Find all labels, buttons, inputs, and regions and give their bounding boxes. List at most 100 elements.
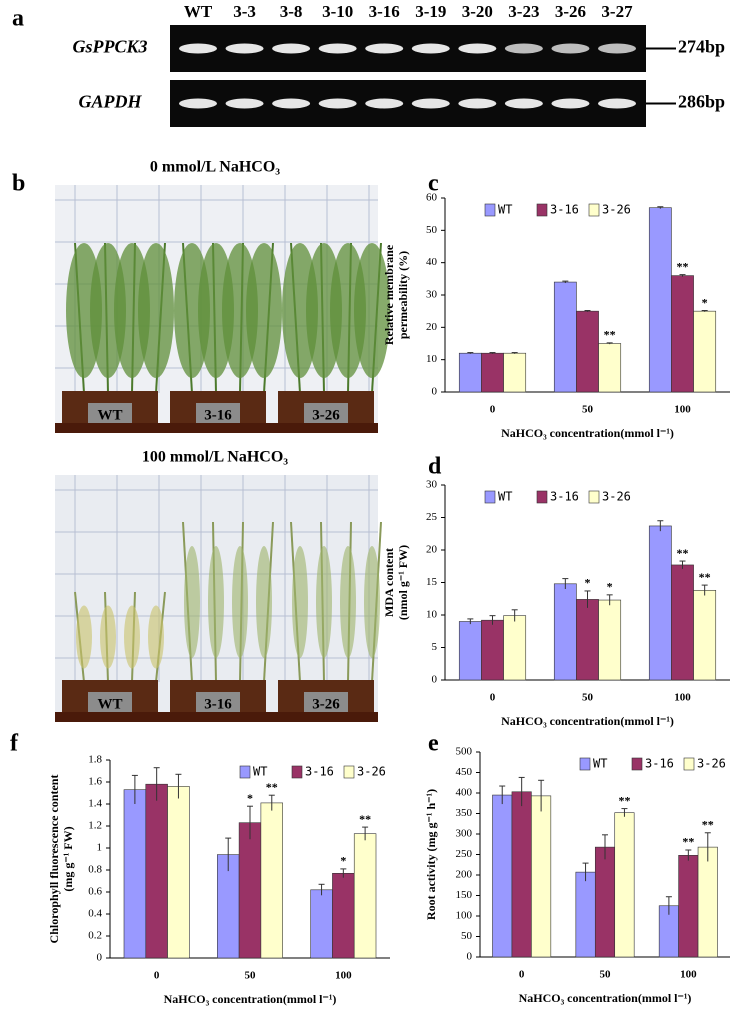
x-axis-label: NaHCO₃ concentration(mmol l⁻¹) — [519, 991, 692, 1005]
legend-label: 3-26 — [697, 757, 726, 771]
photo-label: 3-16 — [204, 696, 232, 712]
legend-label: 3-16 — [305, 765, 334, 779]
gel-band — [504, 43, 543, 54]
legend-swatch — [484, 490, 496, 504]
bar — [553, 281, 577, 393]
error-bar — [679, 560, 686, 569]
significance: ** — [702, 818, 714, 832]
bar — [693, 589, 717, 681]
significance: ** — [618, 793, 630, 807]
legend-swatch — [484, 203, 496, 217]
significance: ** — [604, 328, 616, 342]
legend-swatch — [588, 203, 600, 217]
y-tick-label: 0.8 — [88, 864, 102, 876]
gel-band — [179, 98, 217, 109]
y-tick-label: 0 — [467, 951, 473, 963]
x-tick-label: 100 — [680, 969, 697, 981]
bar — [353, 833, 377, 959]
gel-band — [225, 98, 264, 109]
legend-label: WT — [498, 203, 512, 217]
plant-leaves — [76, 605, 92, 669]
legend-swatch — [536, 490, 548, 504]
plant-leaves — [138, 243, 174, 378]
plant-leaves — [124, 605, 140, 669]
y-tick-label: 500 — [456, 746, 473, 758]
error-bar — [518, 776, 525, 807]
error-bar — [562, 280, 569, 284]
x-tick-label: 100 — [335, 970, 352, 982]
bar — [614, 812, 635, 958]
error-bar — [511, 609, 518, 622]
error-bar — [582, 862, 589, 882]
error-bar — [701, 584, 708, 596]
y-tick-label: 1.6 — [88, 776, 102, 788]
plant-leaves — [340, 546, 356, 658]
plant-leaves — [184, 546, 200, 658]
photo-label: 3-26 — [312, 407, 340, 423]
y-tick-label: 50 — [426, 224, 438, 236]
error-bar — [362, 826, 369, 841]
legend-swatch — [343, 765, 355, 779]
lane-label: 3-19 — [415, 2, 446, 21]
plant-leaves — [256, 546, 272, 658]
y-tick-label: 0.4 — [88, 908, 102, 920]
x-tick-label: 50 — [582, 404, 594, 416]
significance: ** — [359, 812, 371, 826]
significance: * — [585, 576, 591, 590]
y-axis-label: Root activity (mg g⁻¹ h⁻¹) — [424, 789, 438, 920]
legend-label: WT — [498, 490, 512, 504]
bar — [648, 525, 672, 681]
legend-swatch — [683, 757, 695, 771]
y-tick-label: 150 — [456, 889, 473, 901]
x-tick-label: 50 — [600, 969, 612, 981]
lane-label: 3-10 — [322, 2, 353, 21]
error-bar — [584, 590, 591, 608]
y-tick-label: 60 — [426, 192, 438, 204]
plant-leaves — [354, 243, 390, 378]
bar — [503, 352, 527, 393]
significance: * — [702, 295, 708, 309]
photo-label: 3-26 — [312, 696, 340, 712]
band-size: 274bp — [678, 37, 725, 57]
legend-label: 3-16 — [550, 203, 579, 217]
gel-band — [365, 98, 404, 109]
y-tick-label: 1 — [97, 842, 103, 854]
significance: ** — [266, 780, 278, 794]
y-tick-label: 0 — [97, 952, 103, 964]
y-tick-label: 0.2 — [88, 930, 102, 942]
photo-label: WT — [97, 696, 122, 712]
photo-title: 100 mmol/L NaHCO₃ — [142, 449, 288, 466]
error-bar — [225, 837, 232, 872]
significance: * — [607, 580, 613, 594]
error-bar — [247, 805, 253, 840]
significance: ** — [677, 546, 689, 560]
error-bar — [665, 896, 672, 915]
y-tick-label: 30 — [426, 479, 438, 491]
error-bar — [584, 310, 591, 312]
lane-label: WT — [184, 2, 213, 21]
x-tick-label: 50 — [245, 970, 257, 982]
plant-leaves — [232, 546, 248, 658]
panel-label: e — [428, 731, 439, 757]
gel-band — [551, 98, 590, 109]
error-bar — [499, 785, 506, 805]
legend-label: 3-26 — [357, 765, 386, 779]
plant-leaves — [100, 605, 116, 669]
gel-band — [551, 43, 590, 54]
error-bar — [606, 342, 613, 345]
bar — [575, 871, 596, 958]
gel-band — [318, 98, 357, 109]
y-tick-label: 10 — [426, 353, 438, 365]
plant-leaves — [208, 546, 224, 658]
significance: ** — [682, 835, 694, 849]
plant-leaves — [292, 546, 308, 658]
error-bar — [685, 849, 692, 861]
gel-band — [458, 98, 497, 109]
bar — [503, 615, 527, 681]
y-tick-label: 25 — [426, 511, 438, 523]
bar — [458, 621, 482, 681]
panel-label: c — [428, 171, 439, 197]
x-tick-label: 0 — [490, 692, 496, 704]
y-tick-label: 1.8 — [88, 754, 102, 766]
y-tick-label: 450 — [456, 766, 473, 778]
